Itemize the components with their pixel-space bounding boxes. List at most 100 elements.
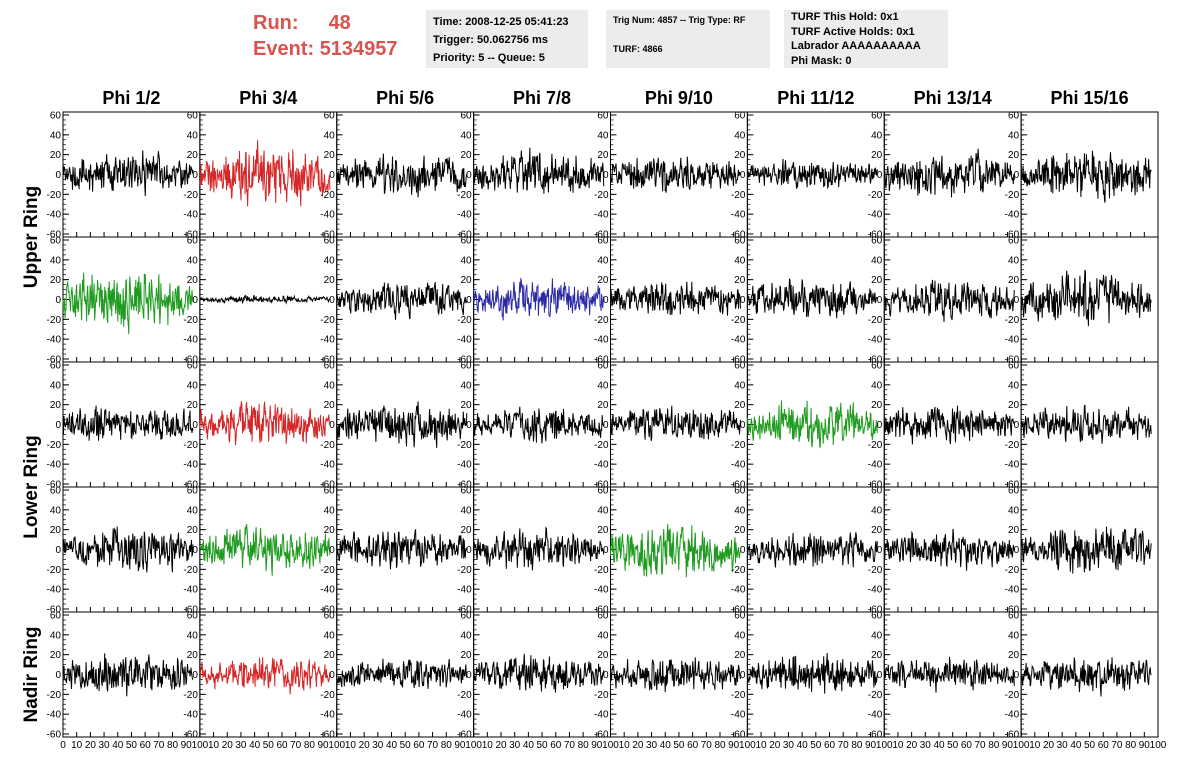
waveform-panel: -60 -40 -20 0 20 40 60 bbox=[731, 486, 885, 616]
y-tick-label: -20 bbox=[594, 315, 609, 326]
y-tick-label: 60 bbox=[734, 111, 746, 122]
y-tick-label: -60 bbox=[320, 355, 335, 366]
waveform-trace bbox=[336, 401, 468, 448]
y-tick-label: 60 bbox=[871, 111, 883, 122]
waveform-trace bbox=[336, 658, 468, 689]
y-tick-label: -20 bbox=[47, 690, 62, 701]
y-tick-label: 40 bbox=[187, 380, 199, 391]
y-tick-label: -20 bbox=[1005, 690, 1020, 701]
y-tick-label: 20 bbox=[597, 525, 609, 536]
y-tick-label: -20 bbox=[731, 440, 746, 451]
y-tick-label: 40 bbox=[461, 630, 473, 641]
y-tick-label: -20 bbox=[183, 440, 198, 451]
y-tick-label: 60 bbox=[187, 486, 199, 497]
y-tick-label: 20 bbox=[50, 275, 62, 286]
waveform-panel: -60 -40 -20 0 20 40 60 bbox=[868, 236, 1022, 366]
x-tick-label: 40 bbox=[660, 740, 672, 751]
y-tick-label: 0 bbox=[877, 420, 883, 431]
y-tick-label: -20 bbox=[320, 315, 335, 326]
y-tick-label: 0 bbox=[192, 295, 198, 306]
y-tick-label: -40 bbox=[731, 460, 746, 471]
y-tick-label: 60 bbox=[50, 111, 62, 122]
y-tick-label: -20 bbox=[594, 440, 609, 451]
x-tick-label: 10 bbox=[345, 740, 357, 751]
x-tick-label: 30 bbox=[99, 740, 111, 751]
waveform-panel: -60 -40 -20 0 20 40 60 bbox=[731, 361, 885, 491]
y-tick-label: 40 bbox=[1008, 255, 1020, 266]
y-tick-label: 20 bbox=[1008, 150, 1020, 161]
y-tick-label: 0 bbox=[740, 170, 746, 181]
x-tick-label: 90 bbox=[865, 740, 877, 751]
y-tick-label: -20 bbox=[731, 690, 746, 701]
waveform-panel: -60 -40 -20 0 20 40 60 bbox=[594, 111, 748, 241]
y-tick-label: 0 bbox=[740, 545, 746, 556]
y-tick-label: -60 bbox=[1005, 480, 1020, 491]
waveform-trace bbox=[199, 140, 331, 207]
waveform-panel: -60 -40 -20 0 20 40 60 bbox=[320, 361, 475, 491]
y-tick-label: -40 bbox=[868, 585, 883, 596]
x-tick-label: 60 bbox=[824, 740, 836, 751]
y-tick-label: 0 bbox=[1014, 545, 1020, 556]
y-tick-label: -40 bbox=[868, 460, 883, 471]
y-tick-label: 60 bbox=[461, 111, 473, 122]
waveform-panel: -60 -40 -20 0 20 40 60 bbox=[47, 111, 201, 241]
y-tick-label: -20 bbox=[320, 565, 335, 576]
y-tick-label: -60 bbox=[47, 355, 62, 366]
y-tick-label: -60 bbox=[594, 605, 609, 616]
y-tick-label: 20 bbox=[734, 525, 746, 536]
ring-label: Nadir Ring bbox=[21, 626, 42, 722]
y-tick-label: 60 bbox=[1008, 236, 1020, 247]
y-tick-label: -20 bbox=[731, 565, 746, 576]
y-tick-label: -40 bbox=[47, 210, 62, 221]
y-tick-label: 60 bbox=[734, 611, 746, 622]
y-tick-label: 20 bbox=[597, 650, 609, 661]
y-tick-label: -40 bbox=[183, 210, 198, 221]
y-tick-label: -60 bbox=[868, 355, 883, 366]
x-tick-label: 80 bbox=[714, 740, 726, 751]
waveform-trace bbox=[62, 150, 194, 197]
x-tick-label: 40 bbox=[112, 740, 124, 751]
panel-frame bbox=[199, 611, 338, 738]
y-tick-label: -60 bbox=[320, 230, 335, 241]
y-tick-label: -20 bbox=[47, 315, 62, 326]
y-tick-label: 0 bbox=[603, 170, 609, 181]
x-tick-label: 40 bbox=[1070, 740, 1082, 751]
y-tick-label: 20 bbox=[324, 400, 336, 411]
x-tick-label: 100 bbox=[328, 740, 345, 751]
waveform-trace bbox=[62, 526, 194, 573]
x-tick-label: 10 bbox=[482, 740, 494, 751]
x-tick-label: 100 bbox=[1013, 740, 1030, 751]
waveform-trace bbox=[610, 405, 741, 441]
x-tick-label: 60 bbox=[276, 740, 288, 751]
y-tick-label: 20 bbox=[597, 400, 609, 411]
y-tick-label: -40 bbox=[1005, 460, 1020, 471]
column-header: Phi 15/16 bbox=[1051, 88, 1129, 108]
y-tick-label: -40 bbox=[320, 585, 335, 596]
column-header: Phi 7/8 bbox=[513, 88, 571, 108]
x-tick-label: 100 bbox=[876, 740, 893, 751]
event-label: Event: bbox=[253, 38, 315, 60]
waveform-trace bbox=[473, 278, 605, 321]
y-tick-label: -20 bbox=[47, 565, 62, 576]
y-tick-label: -60 bbox=[594, 230, 609, 241]
y-tick-label: 40 bbox=[871, 130, 883, 141]
y-tick-label: 0 bbox=[55, 670, 61, 681]
x-tick-label: 30 bbox=[509, 740, 521, 751]
waveform-panel: -60 -40 -20 0 20 40 60 bbox=[457, 111, 611, 241]
y-tick-label: -20 bbox=[594, 565, 609, 576]
y-tick-label: 60 bbox=[871, 361, 883, 372]
y-tick-label: -60 bbox=[183, 355, 198, 366]
y-tick-label: 0 bbox=[329, 670, 335, 681]
waveform-panel: -60 -40 -20 0 20 40 60 bbox=[1005, 111, 1159, 241]
waveform-panel: -60 -40 -20 0 20 40 60 bbox=[868, 361, 1022, 491]
y-tick-label: 0 bbox=[55, 170, 61, 181]
x-tick-label: 60 bbox=[687, 740, 699, 751]
y-tick-label: -60 bbox=[731, 730, 746, 741]
y-tick-label: -40 bbox=[868, 710, 883, 721]
y-tick-label: 20 bbox=[50, 650, 62, 661]
x-tick-label: 50 bbox=[947, 740, 959, 751]
y-tick-label: 0 bbox=[466, 420, 472, 431]
y-tick-label: 0 bbox=[55, 420, 61, 431]
ring-label: Upper Ring bbox=[21, 186, 42, 288]
column-header: Phi 13/14 bbox=[914, 88, 992, 108]
